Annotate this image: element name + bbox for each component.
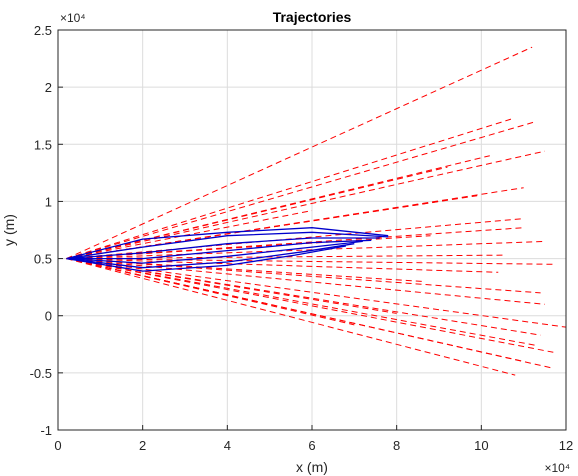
y-tick-label: -0.5 <box>30 366 52 381</box>
trajectory-solid-1 <box>66 227 389 260</box>
x-axis-label: x (m) <box>296 459 328 475</box>
y-tick-label: 1.5 <box>34 137 52 152</box>
trajectory-solid-2 <box>66 231 389 260</box>
y-tick-label: 0 <box>45 309 52 324</box>
trajectory-dashed-8 <box>66 218 524 260</box>
x-tick-label: 2 <box>139 438 146 453</box>
trajectory-solid-6 <box>66 243 355 269</box>
trajectory-dashed-23 <box>66 166 448 260</box>
trajectory-solid-3 <box>66 237 380 260</box>
y-axis-exponent: ×10⁴ <box>60 11 86 25</box>
trajectory-dashed-13 <box>66 258 499 273</box>
trajectory-dashed-15 <box>66 258 545 305</box>
y-tick-label: 2 <box>45 80 52 95</box>
trajectory-dashed-19 <box>66 258 554 353</box>
y-axis-label: y (m) <box>1 214 17 246</box>
y-tick-label: 2.5 <box>34 23 52 38</box>
x-tick-label: 0 <box>54 438 61 453</box>
x-tick-label: 8 <box>393 438 400 453</box>
trajectory-dashed-22 <box>66 258 516 376</box>
trajectory-solid-7 <box>66 245 347 272</box>
trajectory-dashed-9 <box>66 227 524 260</box>
y-tick-label: 0.5 <box>34 252 52 267</box>
chart-title: Trajectories <box>273 9 352 25</box>
trajectory-solid-5 <box>66 240 363 264</box>
trajectory-dashed-12 <box>66 258 554 265</box>
trajectory-dashed-25 <box>66 235 431 260</box>
x-tick-label: 12 <box>559 438 573 453</box>
tick-labels: 0 2 4 6 8 10 12 -1 -0.5 0 0.5 1 1.5 2 2.5 <box>30 23 574 453</box>
y-tick-label: 1 <box>45 194 52 209</box>
trajectory-dashed-1 <box>66 46 533 260</box>
trajectory-dashed-2 <box>66 118 512 260</box>
x-tick-label: 6 <box>308 438 315 453</box>
y-tick-label: -1 <box>40 423 52 438</box>
x-tick-label: 10 <box>474 438 488 453</box>
series-layer <box>66 46 567 376</box>
trajectory-solid-4 <box>66 239 372 260</box>
x-axis-exponent: ×10⁴ <box>544 461 570 475</box>
trajectory-dashed-3 <box>66 120 537 260</box>
x-tick-label: 4 <box>224 438 231 453</box>
trajectory-dashed-4 <box>66 150 545 260</box>
trajectory-dashed-30 <box>66 258 270 305</box>
trajectory-dashed-29 <box>66 210 313 260</box>
